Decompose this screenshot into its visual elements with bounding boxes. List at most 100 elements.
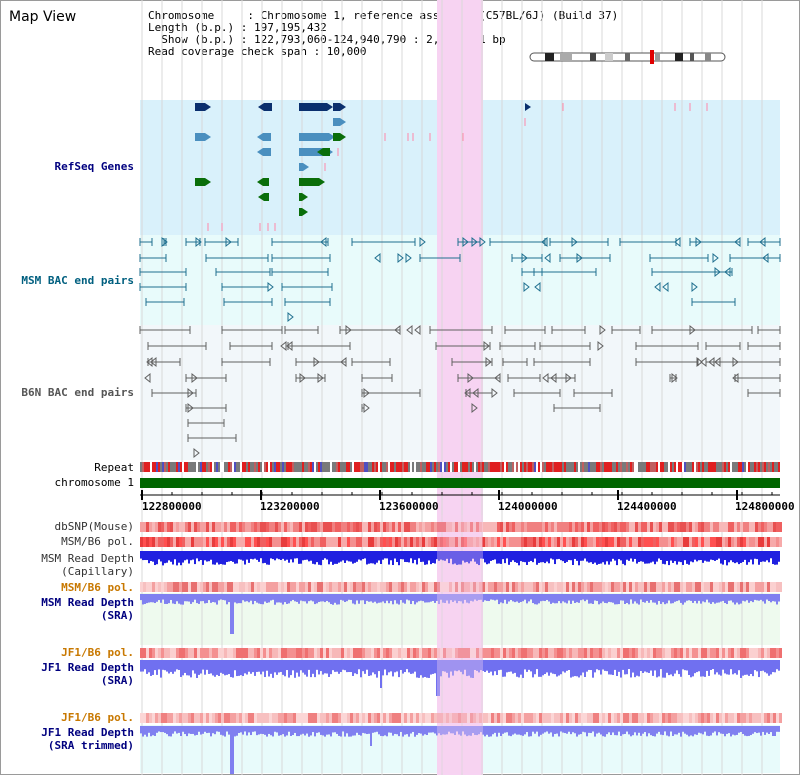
read-depth-bar [730, 594, 732, 601]
read-depth-bar [646, 660, 648, 673]
read-depth-bar [410, 660, 412, 674]
repeat-segment [766, 462, 768, 472]
read-depth-bar [688, 660, 690, 676]
read-depth-bar [232, 551, 234, 562]
repeat-segment [374, 462, 376, 472]
read-depth-bar [488, 551, 490, 564]
polymorphism-cell [149, 582, 152, 592]
read-depth-bar [530, 551, 532, 561]
read-depth-bar [224, 594, 226, 601]
read-depth-bar [358, 726, 360, 735]
label-b6n-bac[interactable]: B6N BAC end pairs [21, 386, 134, 399]
repeat-segment [718, 462, 720, 472]
polymorphism-cell [509, 537, 512, 547]
polymorphism-cell [167, 713, 170, 723]
repeat-segment [646, 462, 648, 472]
read-depth-bar [578, 660, 580, 678]
label-msm-depth-sra[interactable]: MSM Read Depth (SRA) [41, 596, 134, 622]
polymorphism-cell [536, 522, 539, 532]
polymorphism-cell [602, 522, 605, 532]
read-depth-bar [674, 660, 676, 674]
polymorphism-cell [611, 582, 614, 592]
polymorphism-cell [617, 713, 620, 723]
read-depth-bar [548, 594, 550, 602]
label-dbsnp[interactable]: dbSNP(Mouse) [54, 520, 134, 533]
polymorphism-cell [509, 582, 512, 592]
polymorphism-cell [698, 522, 701, 532]
polymorphism-cell [212, 537, 215, 547]
read-depth-bar [758, 551, 760, 565]
repeat-segment [218, 462, 220, 472]
read-depth-bar [142, 660, 144, 672]
read-depth-bar [626, 594, 628, 604]
label-msm-bac[interactable]: MSM BAC end pairs [21, 274, 134, 287]
polymorphism-cell [299, 582, 302, 592]
read-depth-bar [614, 551, 616, 561]
polymorphism-cell [248, 537, 251, 547]
read-depth-bar [702, 660, 704, 677]
label-jf1-b6-pol-2[interactable]: JF1/B6 pol. [61, 711, 134, 724]
read-depth-bar [432, 726, 434, 733]
read-depth-bar [400, 594, 402, 601]
polymorphism-cell [671, 522, 674, 532]
polymorphism-cell [581, 648, 584, 658]
repeat-segment [666, 462, 668, 472]
read-depth-bar [216, 660, 218, 675]
read-depth-bar [594, 726, 596, 737]
polymorphism-cell [152, 537, 155, 547]
read-depth-bar [642, 660, 644, 673]
read-depth-bar [210, 551, 212, 560]
repeat-segment [628, 462, 630, 472]
read-depth-bar [144, 551, 146, 561]
read-depth-bar [208, 594, 210, 601]
polymorphism-cell [707, 713, 710, 723]
polymorphism-cell [518, 582, 521, 592]
polymorphism-cell [140, 648, 143, 658]
read-depth-bar [594, 660, 596, 673]
polymorphism-cell [392, 522, 395, 532]
read-depth-bar [664, 660, 666, 678]
polymorphism-cell [188, 648, 191, 658]
polymorphism-cell [464, 713, 467, 723]
repeat-segment [216, 462, 218, 472]
polymorphism-cell [722, 582, 725, 592]
polymorphism-cell [257, 522, 260, 532]
polymorphism-cell [296, 582, 299, 592]
read-depth-bar [154, 594, 156, 604]
read-depth-bar [564, 726, 566, 734]
read-depth-bar [480, 726, 482, 733]
label-repeat[interactable]: Repeat [94, 461, 134, 474]
read-depth-bar [634, 726, 636, 733]
read-depth-bar [480, 551, 482, 559]
polymorphism-cell [323, 537, 326, 547]
read-depth-bar [510, 660, 512, 672]
polymorphism-cell [569, 522, 572, 532]
label-msm-depth-cap[interactable]: MSM Read Depth (Capillary) [41, 552, 134, 578]
polymorphism-cell [731, 582, 734, 592]
polymorphism-cell [296, 522, 299, 532]
read-depth-bar [524, 551, 526, 563]
label-jf1-depth-sra[interactable]: JF1 Read Depth (SRA) [41, 661, 134, 687]
read-depth-bar [346, 551, 348, 561]
label-jf1-depth-trim[interactable]: JF1 Read Depth (SRA trimmed) [41, 726, 134, 752]
label-msm-b6-pol-2[interactable]: MSM/B6 pol. [61, 581, 134, 594]
repeat-segment [736, 462, 738, 472]
label-msm-b6-pol-1[interactable]: MSM/B6 pol. [61, 535, 134, 548]
repeat-segment [292, 462, 294, 472]
read-depth-bar [536, 726, 538, 732]
read-depth-bar [352, 660, 354, 676]
repeat-segment [166, 462, 168, 472]
polymorphism-cell [743, 582, 746, 592]
read-depth-bar [174, 551, 176, 560]
polymorphism-cell [302, 582, 305, 592]
label-jf1-b6-pol-1[interactable]: JF1/B6 pol. [61, 646, 134, 659]
read-depth-bar [386, 660, 388, 676]
read-depth-bar [514, 594, 516, 603]
read-depth-bar [418, 551, 420, 559]
repeat-segment [290, 462, 292, 472]
read-depth-bar [698, 594, 700, 601]
label-refseq[interactable]: RefSeq Genes [54, 160, 134, 173]
polymorphism-cell [302, 522, 305, 532]
read-depth-bar [774, 551, 776, 565]
